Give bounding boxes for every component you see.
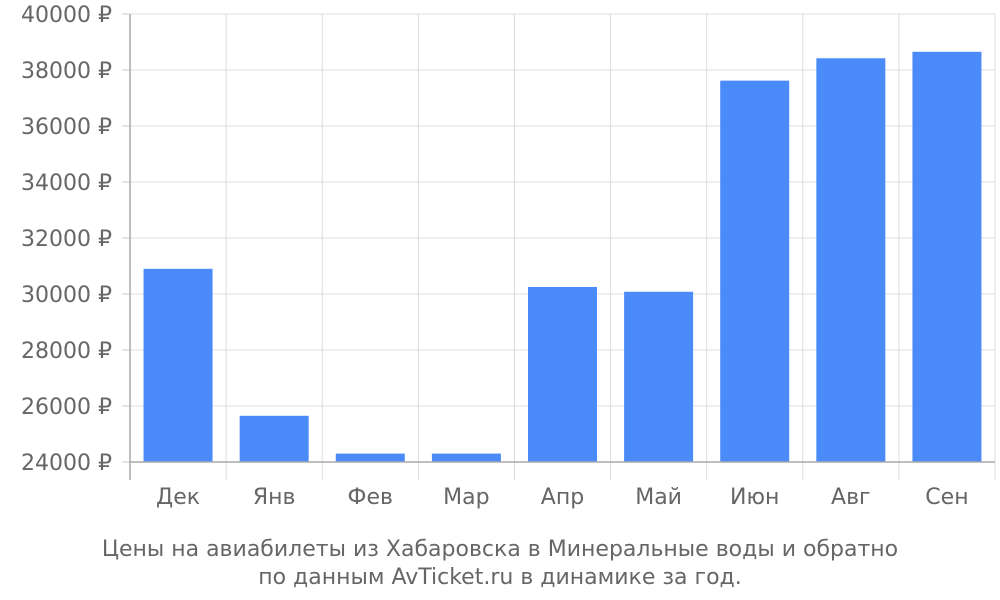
x-tick-label: Май bbox=[635, 485, 682, 510]
y-tick-label: 28000 ₽ bbox=[21, 339, 112, 364]
bar-4 bbox=[431, 453, 501, 462]
grid-lines bbox=[129, 13, 996, 480]
bar-2 bbox=[239, 415, 309, 462]
y-tick-label: 32000 ₽ bbox=[21, 227, 112, 252]
bars bbox=[143, 51, 982, 463]
bar-7 bbox=[720, 80, 790, 462]
caption-line-2: по данным AvTicket.ru в динамике за год. bbox=[258, 565, 742, 590]
bar-8 bbox=[816, 58, 886, 463]
y-tick-label: 38000 ₽ bbox=[21, 59, 112, 84]
bar-6 bbox=[624, 291, 694, 462]
x-tick-labels: Дек Янв Фев Мар Апр Май Июн Авг Сен bbox=[156, 485, 969, 510]
y-tick-label: 36000 ₽ bbox=[21, 115, 112, 140]
y-tick-label: 24000 ₽ bbox=[21, 451, 112, 476]
x-tick-label: Июн bbox=[730, 485, 779, 510]
x-tick-label: Мар bbox=[443, 485, 489, 510]
y-tick-label: 40000 ₽ bbox=[21, 3, 112, 28]
axes bbox=[122, 13, 995, 480]
x-tick-label: Фев bbox=[348, 485, 393, 510]
bar-3 bbox=[335, 453, 405, 462]
bar-1 bbox=[143, 268, 213, 462]
x-tick-label: Янв bbox=[253, 485, 296, 510]
caption-line-1: Цены на авиабилеты из Хабаровска в Минер… bbox=[102, 537, 898, 562]
bar-9 bbox=[912, 51, 982, 463]
y-tick-label: 30000 ₽ bbox=[21, 283, 112, 308]
y-tick-label: 34000 ₽ bbox=[21, 171, 112, 196]
y-tick-labels: 24000 ₽ 26000 ₽ 28000 ₽ 30000 ₽ 32000 ₽ 34000… bbox=[21, 3, 112, 476]
y-tick-label: 26000 ₽ bbox=[21, 395, 112, 420]
x-tick-label: Сен bbox=[925, 485, 968, 510]
x-tick-label: Дек bbox=[156, 485, 200, 510]
x-tick-label: Авг bbox=[831, 485, 871, 510]
bar-5 bbox=[528, 287, 597, 462]
x-tick-label: Апр bbox=[541, 485, 584, 510]
